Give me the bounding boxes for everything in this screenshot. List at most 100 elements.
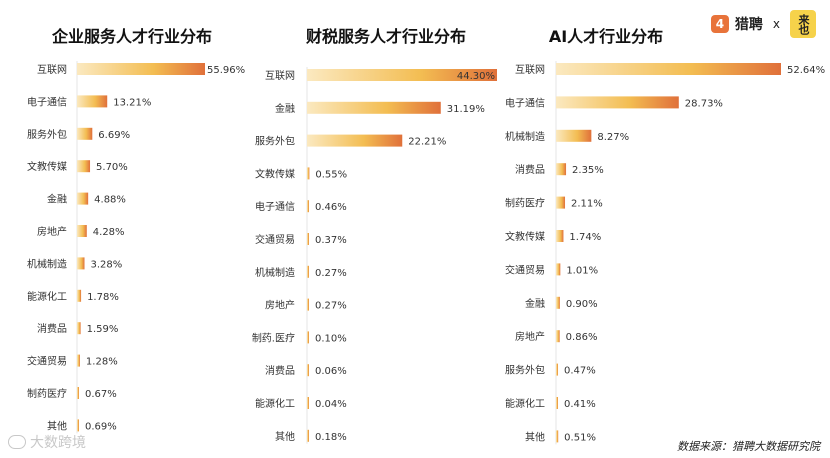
watermark: 大数跨境: [8, 432, 86, 452]
bar: [556, 363, 559, 376]
value-label: 0.46%: [315, 202, 347, 213]
category-label: 交通贸易: [255, 233, 295, 246]
bar: [77, 192, 89, 205]
category-label: 消费品: [265, 364, 295, 377]
bar: [556, 330, 560, 343]
bar: [77, 160, 91, 173]
bar: [307, 364, 309, 377]
brand-name: 猎聘: [734, 17, 763, 33]
category-label: 能源化工: [27, 290, 67, 303]
value-label: 13.21%: [113, 97, 151, 108]
value-label: 1.01%: [566, 265, 598, 276]
bar: [307, 429, 309, 442]
category-label: 互联网: [265, 70, 295, 82]
bar: [307, 134, 403, 147]
category-label: 能源化工: [255, 397, 295, 410]
category-label: 机械制造: [255, 266, 295, 279]
bar: [307, 167, 310, 180]
chart-title: AI人才行业分布: [549, 27, 663, 46]
bar: [307, 101, 441, 114]
value-label: 52.64%: [787, 65, 825, 76]
value-label: 5.70%: [96, 162, 128, 173]
chart-title: 企业服务人才行业分布: [51, 27, 212, 46]
category-label: 服务外包: [27, 128, 67, 141]
value-label: 55.96%: [207, 65, 245, 76]
category-label: 服务外包: [505, 364, 545, 377]
bar: [307, 200, 309, 213]
bar: [556, 196, 566, 209]
category-label: 房地产: [37, 225, 67, 238]
bar: [307, 331, 309, 344]
value-label: 22.21%: [408, 137, 446, 148]
category-label: 交通贸易: [505, 263, 545, 276]
value-label: 0.06%: [315, 366, 347, 377]
value-label: 6.69%: [98, 130, 130, 141]
value-label: 0.86%: [566, 332, 598, 343]
value-label: 2.35%: [572, 165, 604, 176]
bar: [307, 265, 309, 278]
category-label: 电子通信: [255, 200, 295, 213]
value-label: 1.74%: [569, 232, 601, 243]
category-label: 机械制造: [505, 130, 545, 143]
category-label: 服务外包: [255, 135, 295, 148]
category-label: 制药医疗: [27, 387, 67, 400]
bar: [307, 69, 497, 81]
category-label: 互联网: [37, 64, 67, 76]
value-label: 44.30%: [457, 71, 495, 82]
category-label: 金融: [275, 102, 295, 115]
value-label: 0.69%: [85, 421, 117, 432]
category-label: 能源化工: [505, 397, 545, 410]
liepin-logo-icon: 4: [710, 15, 729, 33]
category-label: 制药.医疗: [252, 331, 295, 344]
value-label: 0.47%: [564, 366, 596, 377]
category-label: 文教传媒: [505, 230, 545, 243]
bar: [77, 387, 79, 399]
value-label: 0.27%: [315, 301, 347, 312]
value-label: 0.37%: [315, 235, 347, 246]
bar: [77, 419, 79, 432]
bar: [77, 257, 85, 270]
bar: [556, 63, 781, 75]
category-label: 文教传媒: [27, 160, 67, 173]
bar: [77, 322, 81, 335]
category-label: 交通贸易: [27, 355, 67, 368]
bar: [556, 296, 560, 309]
value-label: 2.11%: [571, 199, 603, 210]
bar: [556, 263, 561, 276]
brand-separator: x: [772, 17, 780, 31]
bar: [307, 233, 309, 245]
bar: [556, 163, 567, 176]
category-label: 房地产: [265, 299, 295, 312]
category-label: 其他: [47, 419, 67, 432]
category-label: 房地产: [515, 330, 545, 343]
value-label: 1.28%: [86, 357, 118, 368]
category-label: 文教传媒: [255, 167, 295, 180]
value-label: 0.10%: [315, 333, 347, 344]
bar: [307, 397, 309, 409]
bar: [556, 397, 558, 409]
category-label: 机械制造: [27, 257, 67, 270]
value-label: 1.78%: [87, 292, 119, 303]
category-label: 电子通信: [27, 95, 67, 108]
bar: [77, 63, 205, 75]
value-label: 8.27%: [597, 132, 629, 143]
category-label: 制药医疗: [505, 197, 545, 210]
bar: [556, 96, 679, 109]
value-label: 28.73%: [685, 98, 723, 109]
value-label: 0.51%: [564, 432, 596, 443]
category-label: 互联网: [515, 64, 545, 76]
bar: [556, 129, 592, 142]
value-label: 0.67%: [85, 389, 117, 400]
category-label: 其他: [525, 430, 545, 443]
partner-logo: 来也: [790, 10, 816, 38]
data-source-footer: 数据来源：猎聘大数据研究院: [677, 440, 820, 453]
watermark-text: 大数跨境: [30, 435, 86, 451]
bar: [77, 127, 93, 140]
brand-header: 4 猎聘 x 来也: [710, 10, 816, 38]
value-label: 0.90%: [566, 299, 598, 310]
value-label: 4.28%: [93, 227, 125, 238]
bar: [77, 354, 80, 367]
